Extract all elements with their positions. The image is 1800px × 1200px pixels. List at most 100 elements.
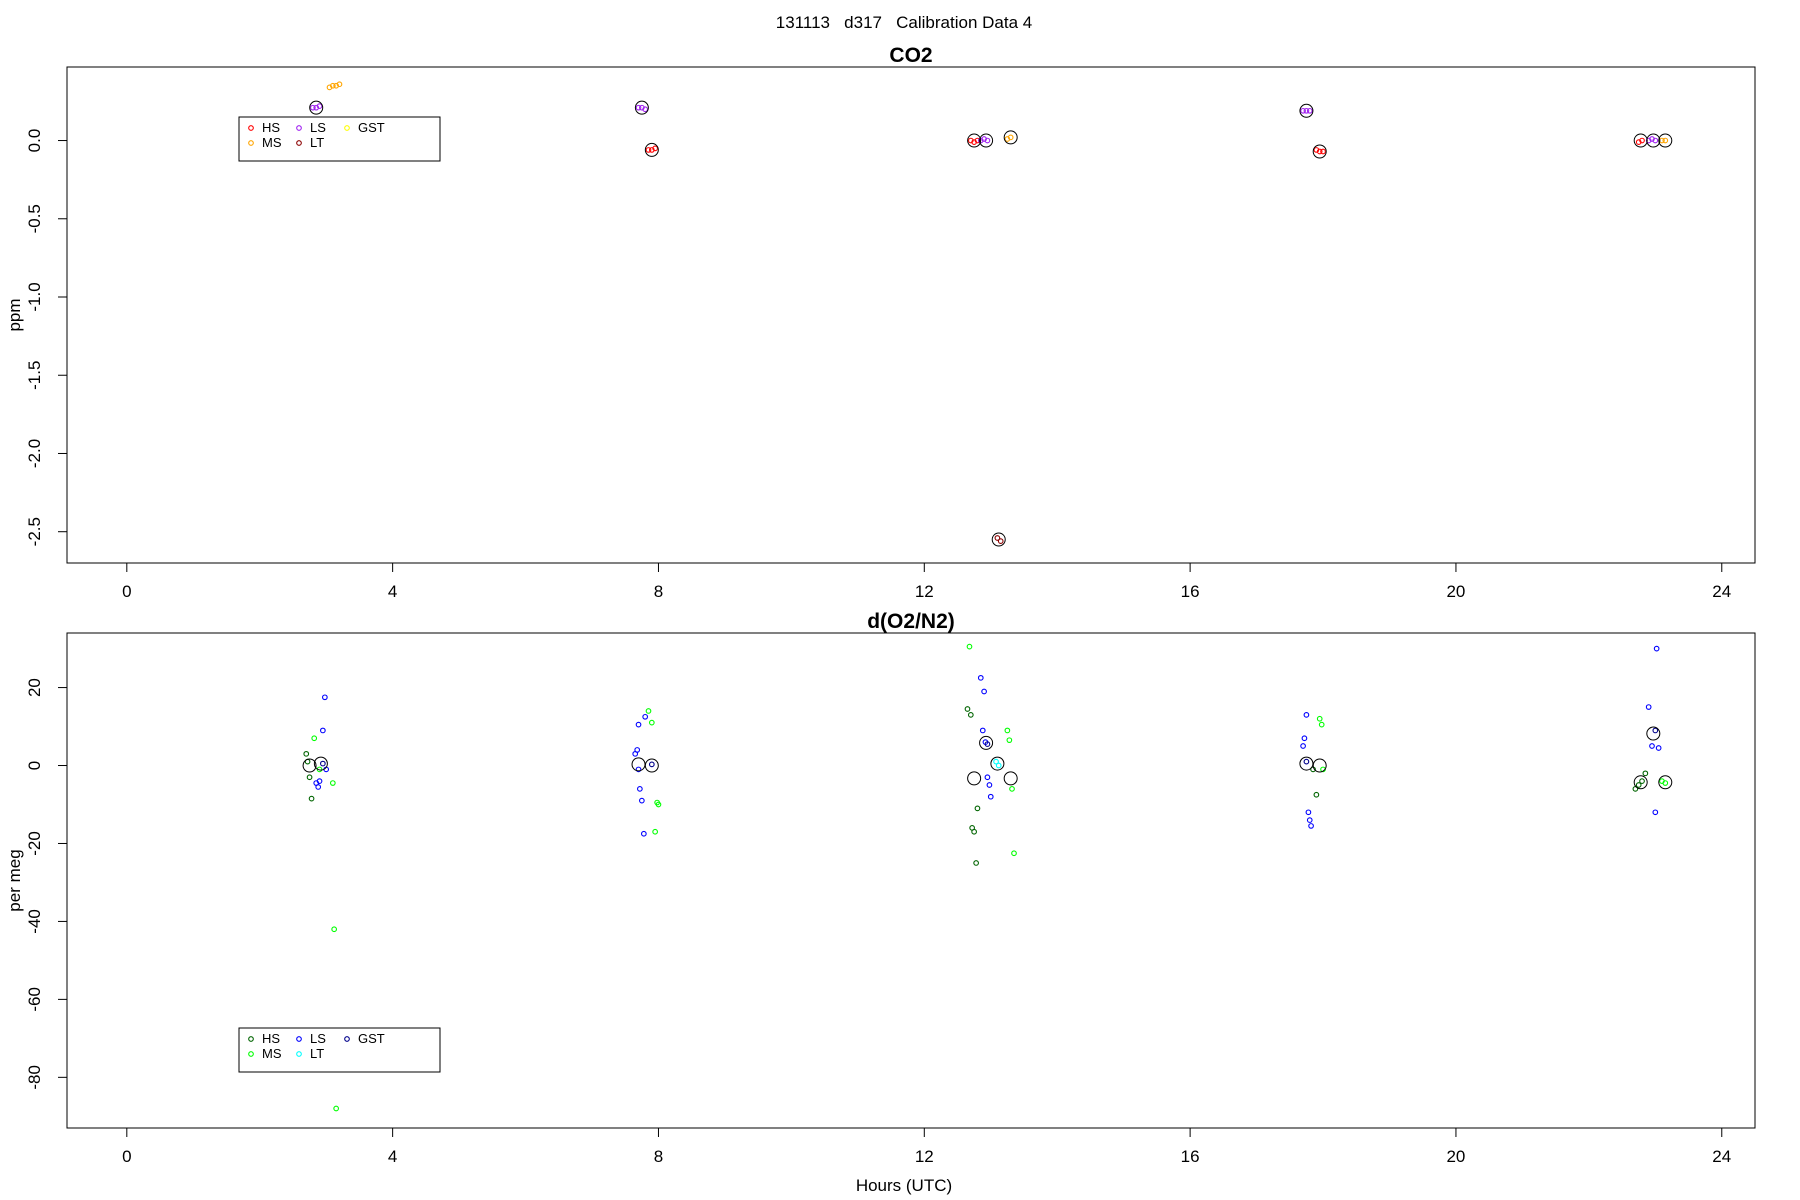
mean-marker (631, 757, 646, 772)
y-tick-label: -1.0 (25, 282, 44, 311)
data-point-ms (966, 643, 973, 650)
data-point-ms (329, 780, 336, 786)
data-point-hs (308, 795, 315, 802)
data-point-ms (645, 708, 652, 714)
mean-marker (309, 100, 324, 115)
data-point-ls (1655, 745, 1662, 751)
mean-marker (1299, 756, 1314, 771)
legend-swatch-gst (344, 125, 350, 131)
x-tick-label: 12 (915, 1147, 934, 1166)
data-point-gst (984, 741, 991, 747)
legend-box (238, 116, 441, 162)
data-point-ls (1653, 645, 1660, 652)
data-point-ls (1308, 823, 1314, 829)
data-point-ms (336, 81, 343, 88)
o2n2-panel: d(O2/N2) per meg 0 4 8 12 16 20 24 20 0 -20 -40 -60 -8… (5, 610, 1756, 1166)
data-point-ls (310, 104, 316, 111)
x-axis-label: Hours (UTC) (856, 1176, 952, 1195)
x-tick-label: 16 (1181, 1147, 1200, 1166)
x-tick-label: 20 (1446, 582, 1465, 601)
page-title: 131113 d317 Calibration Data 4 (776, 13, 1032, 32)
data-point-hs (645, 147, 652, 153)
data-point-hs (1642, 770, 1649, 777)
y-tick-label: 20 (25, 678, 44, 697)
legend-label-hs: HS (262, 1031, 280, 1046)
y-tick-label: -80 (25, 1065, 44, 1090)
mean-marker (313, 756, 328, 771)
y-tick-label: -40 (25, 909, 44, 934)
data-point-hs (1313, 791, 1320, 798)
data-point-hs (306, 774, 313, 781)
panel-title: d(O2/N2) (867, 610, 955, 633)
mean-marker (1658, 775, 1673, 790)
data-point-ls (642, 106, 649, 113)
y-tick-label: 0.0 (25, 129, 44, 153)
x-tick-label: 16 (1181, 582, 1200, 601)
mean-marker (1646, 726, 1661, 741)
x-tick-label: 4 (388, 582, 397, 601)
data-point-gst (1652, 727, 1659, 734)
x-tick-label: 4 (388, 1147, 397, 1166)
legend-swatch-gst (344, 1036, 350, 1042)
mean-marker (302, 758, 317, 773)
legend-label-ms: MS (262, 135, 282, 150)
data-point-ls (635, 721, 642, 728)
mean-marker (1633, 775, 1648, 790)
y-tick-label: -1.5 (25, 361, 44, 390)
data-point-ms (655, 801, 662, 808)
data-point-ls (635, 104, 642, 111)
data-point-ls (1300, 107, 1306, 114)
legend-label-ms: MS (262, 1046, 282, 1061)
co2-panel: CO2 ppm 0 4 8 12 16 20 24 0.0 -0.5 -1.0 -1.5 -2.0 -2.5… (5, 44, 1756, 601)
mean-marker (1003, 771, 1018, 786)
legend-label-gst: GST (358, 120, 385, 135)
data-point-lt (997, 538, 1004, 544)
data-point-ls (1300, 743, 1306, 749)
x-tick-label: 20 (1446, 1147, 1465, 1166)
data-point-ls (1649, 743, 1655, 749)
mean-marker (1312, 144, 1327, 159)
data-point-ms (1006, 737, 1013, 744)
data-point-ms (648, 719, 655, 726)
legend-label-ls: LS (310, 120, 326, 135)
legend-label-gst: GST (358, 1031, 385, 1046)
legend-swatch-lt (296, 1051, 302, 1057)
mean-marker (990, 756, 1005, 771)
legend-swatch-hs (248, 1036, 254, 1042)
data-point-ms (1316, 715, 1323, 722)
mean-marker (1312, 758, 1327, 773)
x-tick-label: 24 (1712, 582, 1731, 601)
data-point-gst (1303, 758, 1310, 765)
data-point-lt (995, 762, 1002, 769)
x-tick-label: 8 (654, 1147, 663, 1166)
data-point-hs (1639, 778, 1645, 784)
data-point-hs (652, 145, 658, 152)
data-point-ls (1306, 107, 1313, 114)
data-point-ms (1009, 786, 1015, 792)
x-tick-label: 0 (122, 582, 131, 601)
data-point-ls (1303, 107, 1310, 114)
mean-marker (1658, 133, 1673, 148)
y-tick-label: -20 (25, 831, 44, 856)
mean-marker (634, 100, 649, 115)
data-point-hs (964, 706, 971, 712)
data-point-hs (303, 750, 310, 757)
data-point-hs (967, 712, 974, 718)
legend-swatch-lt (296, 140, 302, 146)
mean-marker (979, 735, 994, 750)
y-axis-label: ppm (5, 298, 24, 331)
mean-marker (979, 133, 994, 148)
data-point-ls (979, 727, 986, 734)
data-point-ls (1652, 809, 1659, 816)
data-point-ls (1645, 704, 1652, 710)
data-point-hs (974, 805, 981, 812)
data-point-ls (981, 688, 987, 695)
legend-swatch-ls (296, 125, 302, 131)
data-point-lt (993, 758, 999, 765)
mean-marker (1003, 130, 1018, 145)
mean-marker (644, 758, 659, 773)
data-point-ls (1306, 817, 1313, 823)
